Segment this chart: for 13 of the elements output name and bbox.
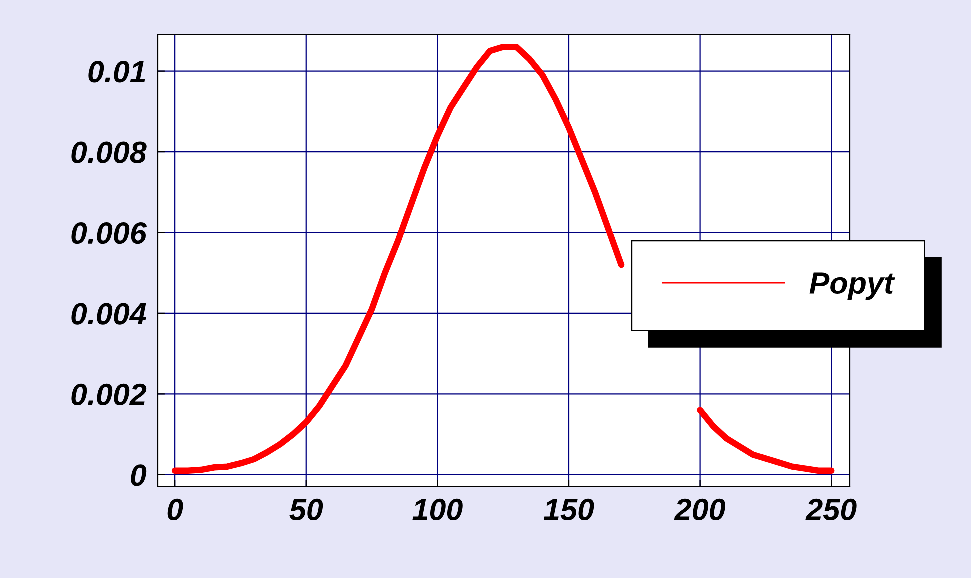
x-tick-label: 200 xyxy=(674,498,726,521)
y-tick-label: 0.002 xyxy=(72,384,147,406)
y-tick-label: 0.004 xyxy=(72,303,146,325)
y-tick-label: 0.006 xyxy=(72,222,148,244)
y-tick-label: 0.008 xyxy=(72,142,147,164)
y-tick-label: 0.01 xyxy=(88,61,146,83)
x-tick-label: 50 xyxy=(290,498,324,521)
y-tick-label: 0 xyxy=(131,464,147,486)
x-tick-label: 100 xyxy=(412,498,463,521)
x-tick-label: 250 xyxy=(806,498,857,521)
x-tick-label: 0 xyxy=(168,498,184,521)
x-tick-label: 150 xyxy=(544,498,594,521)
legend-label: Popyt xyxy=(810,272,896,300)
